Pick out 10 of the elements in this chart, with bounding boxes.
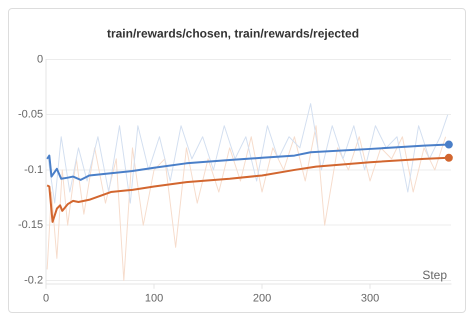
x-tick-label: 100 bbox=[144, 292, 164, 304]
chart-title: train/rewards/chosen, train/rewards/rejected bbox=[106, 26, 360, 41]
x-axis-title: Step bbox=[422, 268, 448, 282]
x-tick-label: 300 bbox=[360, 292, 380, 304]
x-tick-label: 200 bbox=[252, 292, 272, 304]
y-tick-label: -0.1 bbox=[24, 164, 44, 176]
y-tick-label: -0.2 bbox=[24, 274, 44, 287]
y-tick-label: -0.05 bbox=[18, 108, 44, 121]
y-tick-label: -0.15 bbox=[18, 219, 44, 232]
y-tick-label: 0 bbox=[36, 53, 44, 66]
